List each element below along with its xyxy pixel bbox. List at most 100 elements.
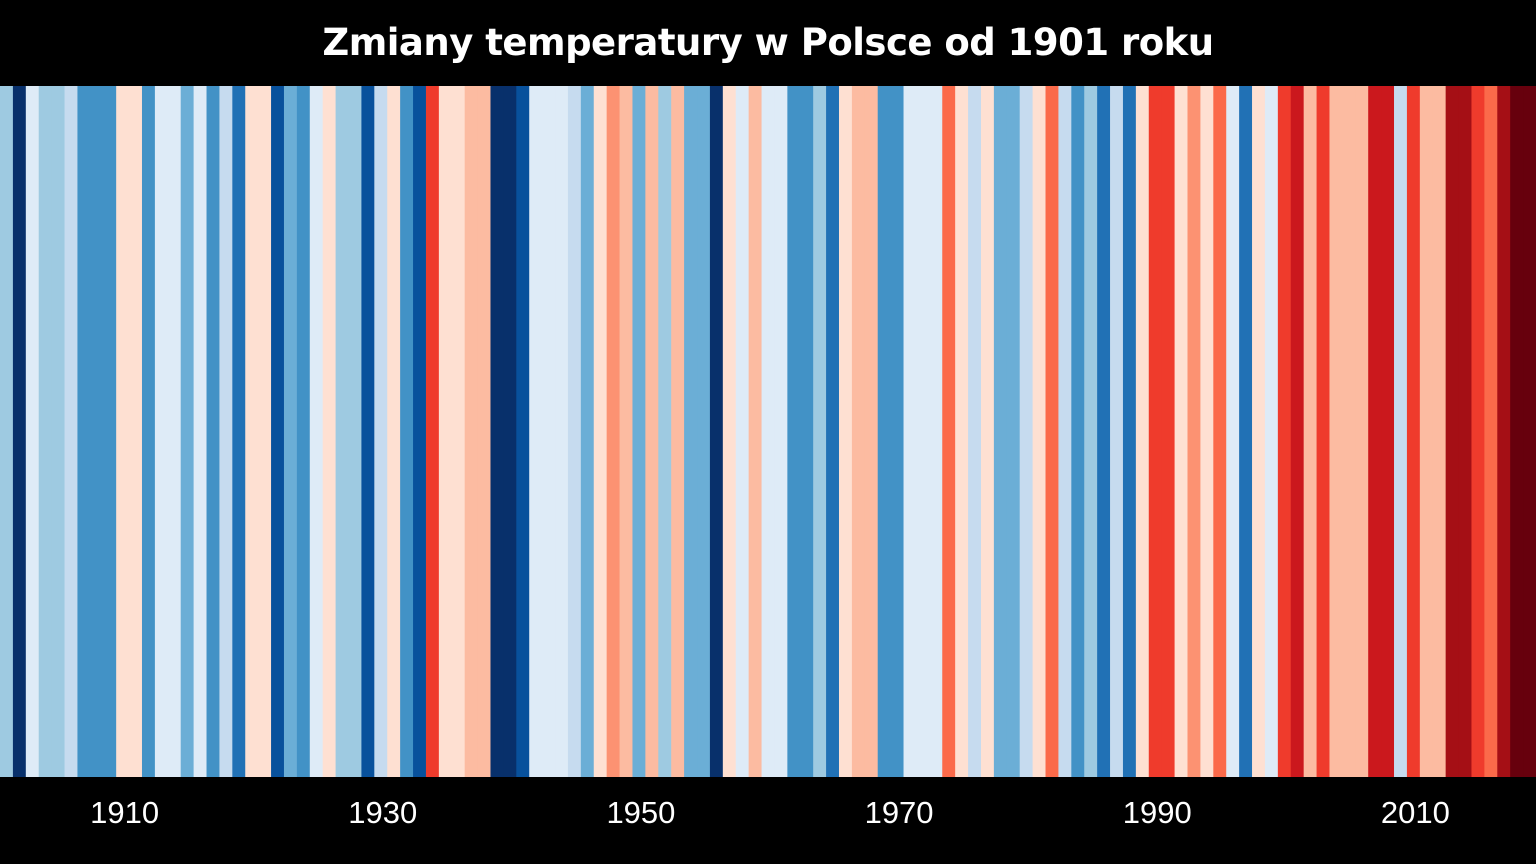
stripe-1911 — [129, 86, 143, 777]
stripe-1974 — [942, 86, 956, 777]
stripe-1913 — [154, 86, 169, 777]
stripe-1928 — [348, 86, 363, 777]
stripe-1972 — [916, 86, 930, 777]
stripe-2012 — [1432, 86, 1447, 777]
stripe-1930 — [374, 86, 388, 777]
stripe-2017 — [1497, 86, 1511, 777]
chart-title: Zmiany temperatury w Polsce od 1901 roku — [322, 20, 1214, 64]
x-tick-label: 2010 — [1380, 795, 1450, 830]
stripe-1938 — [477, 86, 492, 777]
stripe-2013 — [1445, 86, 1460, 777]
stripe-2019 — [1523, 86, 1536, 777]
stripe-1939 — [490, 86, 504, 777]
stripe-1902 — [12, 86, 27, 777]
stripe-1984 — [1071, 86, 1085, 777]
stripes-canvas — [0, 86, 1536, 777]
stripe-1935 — [438, 86, 453, 777]
stripe-1907 — [77, 86, 91, 777]
stripe-1989 — [1135, 86, 1150, 777]
stripe-2016 — [1484, 86, 1498, 777]
stripe-1997 — [1239, 86, 1253, 777]
stripe-1960 — [761, 86, 776, 777]
stripe-2006 — [1355, 86, 1369, 777]
warming-stripes — [0, 86, 1536, 777]
stripe-1917 — [206, 86, 221, 777]
stripe-1978 — [993, 86, 1008, 777]
stripe-2004 — [1329, 86, 1343, 777]
stripe-1915 — [180, 86, 195, 777]
x-axis: 1910 1930 1950 1970 1990 2010 — [0, 777, 1536, 864]
stripe-1906 — [64, 86, 79, 777]
stripe-1927 — [335, 86, 350, 777]
stripe-1910 — [116, 86, 130, 777]
stripe-1959 — [748, 86, 763, 777]
stripe-2011 — [1419, 86, 1434, 777]
stripe-1987 — [1110, 86, 1124, 777]
stripe-1948 — [606, 86, 621, 777]
stripe-1992 — [1174, 86, 1189, 777]
chart-header: Zmiany temperatury w Polsce od 1901 roku — [0, 0, 1536, 86]
stripe-1991 — [1161, 86, 1176, 777]
stripe-1903 — [25, 86, 40, 777]
stripe-1961 — [774, 86, 788, 777]
stripe-2015 — [1471, 86, 1485, 777]
x-tick-label: 1930 — [348, 795, 418, 830]
stripe-1946 — [580, 86, 595, 777]
stripe-1956 — [709, 86, 724, 777]
stripe-1983 — [1058, 86, 1072, 777]
stripe-1995 — [1213, 86, 1227, 777]
stripe-1966 — [838, 86, 853, 777]
stripe-1918 — [219, 86, 233, 777]
stripe-1957 — [722, 86, 737, 777]
stripe-1929 — [361, 86, 375, 777]
stripe-1949 — [619, 86, 634, 777]
stripe-1904 — [38, 86, 53, 777]
stripe-1944 — [555, 86, 569, 777]
stripe-1965 — [826, 86, 840, 777]
stripe-1926 — [322, 86, 337, 777]
stripe-1977 — [980, 86, 995, 777]
x-tick-label: 1990 — [1122, 795, 1192, 830]
stripe-1937 — [464, 86, 479, 777]
stripe-1963 — [800, 86, 814, 777]
stripe-1969 — [877, 86, 892, 777]
stripe-1993 — [1187, 86, 1202, 777]
x-tick-label: 1910 — [90, 795, 160, 830]
stripe-2008 — [1381, 86, 1395, 777]
stripe-2001 — [1290, 86, 1305, 777]
stripe-1988 — [1122, 86, 1137, 777]
stripe-1986 — [1097, 86, 1111, 777]
stripe-1922 — [271, 86, 285, 777]
stripe-1980 — [1019, 86, 1034, 777]
stripe-1921 — [258, 86, 272, 777]
stripe-1951 — [645, 86, 659, 777]
stripe-1920 — [245, 86, 259, 777]
stripe-1958 — [735, 86, 750, 777]
stripe-1970 — [890, 86, 905, 777]
stripe-1942 — [529, 86, 543, 777]
stripe-2009 — [1394, 86, 1408, 777]
stripe-1998 — [1252, 86, 1266, 777]
stripe-1932 — [400, 86, 414, 777]
stripe-2010 — [1406, 86, 1421, 777]
stripe-1990 — [1148, 86, 1163, 777]
stripe-1916 — [193, 86, 208, 777]
stripe-1909 — [103, 86, 117, 777]
stripe-1950 — [632, 86, 646, 777]
stripe-1982 — [1045, 86, 1060, 777]
stripe-1994 — [1200, 86, 1214, 777]
stripe-1979 — [1006, 86, 1021, 777]
stripe-1912 — [141, 86, 156, 777]
stripe-1973 — [929, 86, 943, 777]
stripe-2007 — [1368, 86, 1382, 777]
stripe-2018 — [1510, 86, 1524, 777]
stripe-1943 — [542, 86, 556, 777]
stripe-1924 — [296, 86, 311, 777]
stripe-1964 — [813, 86, 827, 777]
stripe-1996 — [1226, 86, 1240, 777]
stripe-2014 — [1458, 86, 1473, 777]
stripe-2003 — [1316, 86, 1331, 777]
stripe-1923 — [283, 86, 298, 777]
stripe-1971 — [903, 86, 918, 777]
x-tick-label: 1970 — [864, 795, 934, 830]
